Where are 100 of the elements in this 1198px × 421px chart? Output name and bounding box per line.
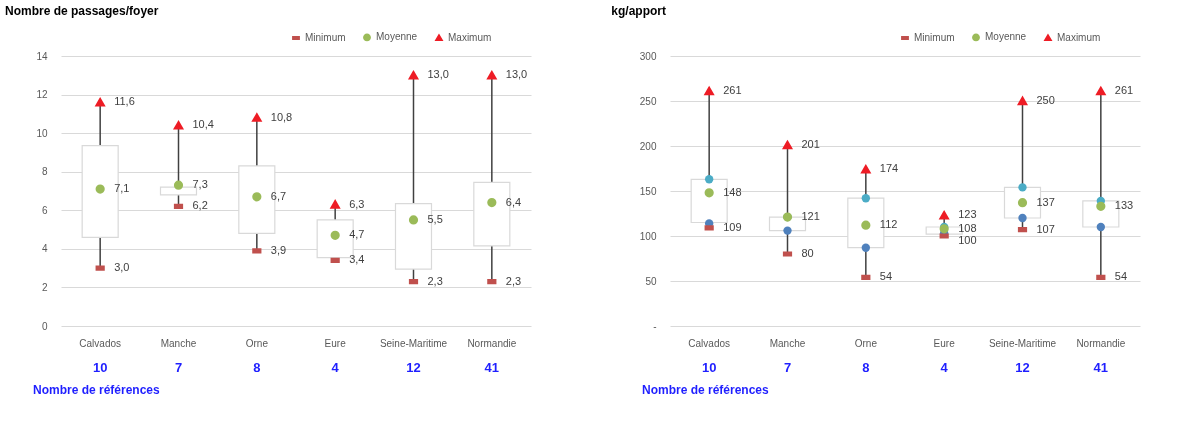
x-tick-label: Seine-Maritime (379, 337, 448, 349)
text: 7 (174, 360, 183, 375)
text: 41 (1093, 360, 1109, 375)
text: 10 (92, 360, 108, 375)
x-tick-label: Seine-Maritime (988, 337, 1057, 349)
text: 12 (1015, 360, 1030, 375)
data-label: 2,3 (427, 274, 443, 287)
data-label: 10,8 (270, 110, 293, 123)
x-tick-label: Normandie (1076, 337, 1126, 349)
point (704, 188, 714, 198)
data-label: 13,0 (427, 68, 449, 81)
data-label: 201 (801, 138, 820, 151)
text: Nombre de références (642, 383, 770, 397)
point (1018, 183, 1027, 192)
legend-label: Moyenne (985, 31, 1027, 43)
data-label: 261 (1114, 84, 1134, 97)
text: 10 (701, 360, 717, 375)
y-tick-label: 10 (36, 127, 48, 139)
point (861, 243, 871, 252)
data-label: 13,0 (505, 68, 528, 81)
data-label: 121 (801, 210, 820, 223)
x-tick-label: Normandie (467, 337, 517, 349)
point (173, 121, 184, 130)
data-label: 11,6 (114, 95, 135, 108)
point (861, 194, 871, 203)
y-tick-label: 12 (36, 89, 48, 101)
text: Nombre de références (33, 383, 161, 397)
data-label: 148 (723, 185, 742, 198)
data-label: 54 (1114, 270, 1128, 283)
x-tick-label: Orne (854, 337, 878, 349)
data-label: 7,1 (114, 182, 130, 195)
data-label: 6,3 (349, 197, 365, 210)
data-label: 108 (958, 221, 977, 234)
point (704, 175, 714, 184)
data-label: 6,7 (270, 189, 287, 202)
y-tick-label: 8 (41, 166, 48, 178)
point (487, 197, 497, 208)
x-tick-label: Eure (324, 337, 347, 349)
point (1096, 86, 1106, 96)
chart-title: Nombre de passages/foyer (5, 4, 159, 18)
data-label: 54 (879, 270, 893, 283)
point (939, 211, 949, 220)
point (861, 165, 871, 174)
data-label: 112 (879, 218, 898, 231)
point (1017, 96, 1028, 106)
legend-label: Maximum (1057, 31, 1101, 43)
data-label: 250 (1036, 94, 1055, 106)
data-label: 2,3 (505, 274, 522, 287)
point (1096, 222, 1106, 232)
y-tick-label: 50 (645, 275, 657, 287)
y-tick-label: 100 (639, 230, 657, 242)
text: 12 (406, 360, 421, 375)
text: 8 (862, 360, 870, 375)
data-label: 7,3 (192, 178, 208, 191)
data-label: 123 (958, 208, 977, 221)
data-label: 137 (1036, 195, 1055, 208)
point (173, 180, 184, 190)
text: 4 (940, 360, 949, 375)
point (783, 226, 792, 235)
y-tick-label: 250 (639, 95, 657, 107)
data-label: 107 (1036, 222, 1055, 235)
x-tick-label: Manche (160, 337, 197, 349)
data-label: 3,0 (114, 261, 130, 274)
text: 41 (484, 360, 500, 375)
x-tick-label: Orne (245, 337, 269, 349)
y-tick-label: 0 (41, 320, 48, 332)
x-tick-label: Manche (769, 337, 806, 349)
x-tick-label: Calvados (79, 337, 122, 349)
legend-label: Moyenne (376, 31, 418, 43)
x-tick-label: Calvados (688, 337, 731, 349)
y-tick-label: 2 (41, 281, 48, 293)
data-label: 174 (879, 162, 899, 175)
text: 4 (331, 360, 340, 375)
data-label: 10,4 (192, 118, 214, 131)
data-label: 80 (801, 247, 814, 259)
point (95, 98, 105, 107)
point (408, 215, 419, 225)
point (1018, 213, 1027, 223)
y-tick-label: 150 (639, 185, 657, 197)
y-tick-label: 200 (639, 140, 657, 152)
x-tick-label: Eure (933, 337, 956, 349)
data-label: 6,4 (505, 195, 522, 208)
point (1096, 201, 1106, 211)
text: 8 (253, 360, 261, 375)
point (408, 71, 419, 80)
y-tick-label: 4 (41, 243, 48, 255)
data-label: 133 (1114, 199, 1134, 212)
point (252, 192, 262, 202)
y-tick-label: - (653, 320, 657, 332)
data-label: 109 (723, 220, 742, 233)
data-label: 5,5 (427, 212, 443, 225)
legend-label: Minimum (305, 32, 346, 43)
data-label: 6,2 (192, 199, 208, 212)
text: 7 (783, 360, 792, 375)
data-label: 261 (723, 84, 742, 97)
point (330, 200, 340, 209)
chart-title: kg/apport (611, 4, 666, 18)
data-label: 100 (958, 233, 977, 246)
point (487, 71, 497, 80)
data-label: 3,4 (349, 253, 365, 266)
